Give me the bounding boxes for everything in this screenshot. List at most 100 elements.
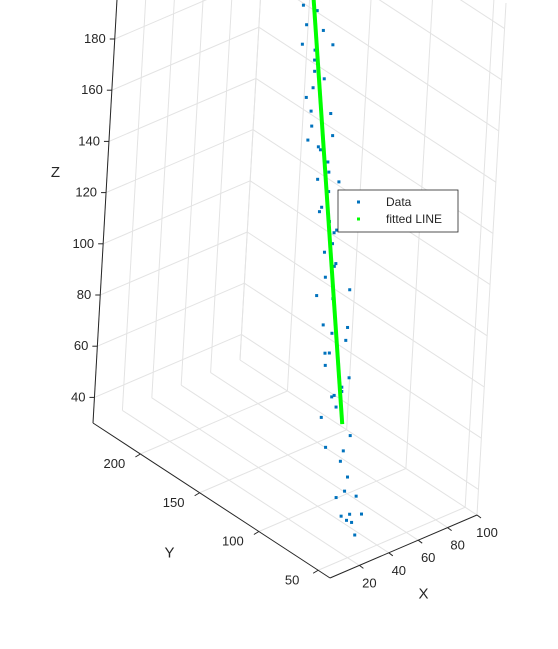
data-layer — [300, 0, 363, 537]
grid-line-backwall-z — [246, 231, 485, 388]
data-point — [315, 9, 319, 13]
x-tick-label: 40 — [392, 563, 406, 578]
data-point — [311, 86, 315, 90]
data-point — [341, 449, 345, 453]
data-point — [309, 109, 313, 113]
data-point — [346, 325, 350, 329]
data-point — [347, 376, 351, 380]
data-point — [301, 3, 305, 7]
data-point — [310, 124, 314, 128]
grid-line-backwall-z — [244, 282, 482, 439]
data-point — [305, 23, 309, 27]
data-point — [346, 475, 350, 479]
grid-line-sidewall-z — [114, 0, 208, 40]
data-point — [322, 77, 326, 81]
data-point — [330, 395, 334, 399]
grid-layer — [92, 0, 507, 571]
grid-line-backwall-z — [297, 0, 500, 132]
data-point — [354, 494, 358, 498]
data-point — [315, 294, 319, 298]
data-point — [317, 210, 321, 214]
grid-line-sidewall-x — [151, 0, 175, 398]
grid-line-floor-y — [199, 429, 347, 494]
data-point — [332, 264, 336, 268]
axis-layer: 20 40 60 80 100 50 100 150 200 40 60 80 100 120 140 160… — [51, 0, 498, 603]
data-point — [337, 180, 341, 184]
x-tick-label: 100 — [476, 525, 498, 540]
data-point — [313, 48, 317, 52]
z-tick-label: 120 — [75, 185, 97, 200]
y-tick-label: 150 — [163, 495, 185, 510]
z-tick-label: 60 — [74, 338, 88, 353]
z-axis-label: Z — [51, 164, 60, 181]
data-point — [327, 190, 331, 194]
data-point — [339, 514, 343, 518]
y-tick-mark — [312, 569, 319, 574]
legend-marker-data — [357, 200, 360, 204]
data-point — [313, 58, 317, 62]
data-point — [359, 512, 363, 516]
grid-line-backwall-z — [241, 333, 479, 490]
x-axis-label: X — [418, 586, 428, 603]
data-point — [330, 331, 334, 335]
grid-line-backwall-y — [346, 0, 372, 430]
legend: Data fitted LINE — [337, 189, 459, 233]
grid-line-sidewall-z — [111, 26, 260, 91]
data-point — [320, 205, 324, 209]
data-point — [316, 177, 320, 181]
x-tick-mark — [388, 552, 394, 557]
grid-line-backwall-z — [258, 26, 497, 183]
box-edge-back-right — [476, 2, 507, 516]
y-tick-label: 100 — [222, 534, 244, 549]
grid-line-floor-x — [239, 359, 478, 516]
data-point — [323, 351, 327, 355]
data-point — [338, 459, 342, 463]
data-point — [323, 275, 327, 279]
data-point — [304, 95, 308, 99]
grid-line-floor-y — [140, 390, 288, 455]
z-tick-label: 180 — [84, 31, 106, 46]
grid-line-sidewall-x — [210, 0, 233, 373]
data-point — [322, 250, 326, 254]
data-point — [313, 69, 317, 73]
z-tick-label: 140 — [78, 133, 100, 148]
data-point — [331, 134, 335, 138]
data-point — [345, 518, 349, 522]
y-tick-label: 50 — [285, 572, 299, 587]
data-point — [340, 385, 344, 389]
data-point — [348, 512, 352, 516]
y-tick-mark — [194, 492, 200, 497]
data-point — [321, 323, 325, 327]
grid-line-sidewall-x — [180, 0, 204, 386]
x-tick-mark — [417, 539, 423, 544]
grid-line-sidewall-z — [105, 129, 254, 194]
legend-label: Data — [386, 195, 412, 209]
data-point — [332, 393, 336, 397]
box-edge-back-vertical — [239, 0, 261, 361]
y-tick-label: 200 — [104, 456, 126, 471]
z-tick-label: 160 — [81, 82, 103, 97]
data-point — [318, 148, 322, 152]
legend-marker-fitted-line — [357, 217, 360, 221]
grid-line-floor-y — [258, 468, 407, 532]
z-tick-label: 40 — [71, 389, 85, 404]
grid-line-backwall-z — [378, 0, 502, 81]
x-tick-mark — [476, 514, 482, 519]
grid-line-floor-y — [317, 506, 466, 571]
z-axis-line — [92, 0, 118, 424]
grid-line-sidewall-x — [121, 0, 147, 411]
grid-line-sidewall-z — [102, 180, 251, 245]
data-point — [323, 363, 327, 367]
data-point — [334, 405, 338, 409]
data-point — [316, 145, 320, 149]
grid-line-sidewall-z — [94, 333, 242, 398]
data-point — [334, 496, 338, 500]
grid-line-sidewall-z — [97, 282, 245, 347]
x-axis-line — [329, 514, 478, 579]
y-tick-mark — [135, 453, 141, 458]
y-axis-label: Y — [164, 545, 174, 562]
data-point — [350, 520, 354, 524]
grid-line-floor-x — [180, 384, 419, 541]
box-edge-back-left — [92, 0, 118, 424]
